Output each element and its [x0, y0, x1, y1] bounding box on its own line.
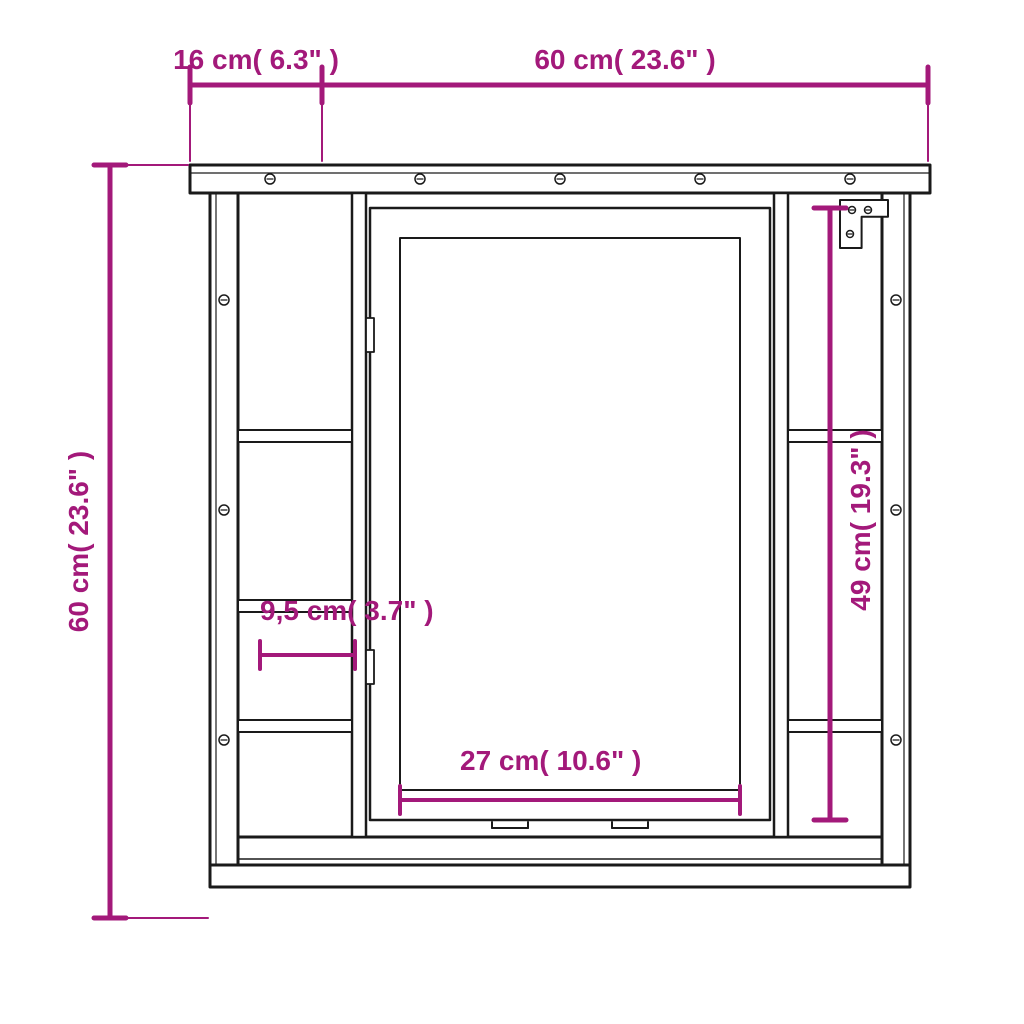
dimension-diagram: 16 cm( 6.3" ) 60 cm( 23.6" ) 60 cm( 23.6" …: [0, 0, 1024, 1024]
dim-depth-label: 16 cm( 6.3" ): [173, 44, 339, 75]
dim-width-label: 60 cm( 23.6" ): [534, 44, 715, 75]
dim-height-label: 60 cm( 23.6" ): [63, 451, 94, 632]
dim-shelf-width-label: 9,5 cm( 3.7" ): [260, 595, 434, 626]
dim-door-height-label: 49 cm( 19.3" ): [845, 429, 876, 610]
dim-door-width-label: 27 cm( 10.6" ): [460, 745, 641, 776]
